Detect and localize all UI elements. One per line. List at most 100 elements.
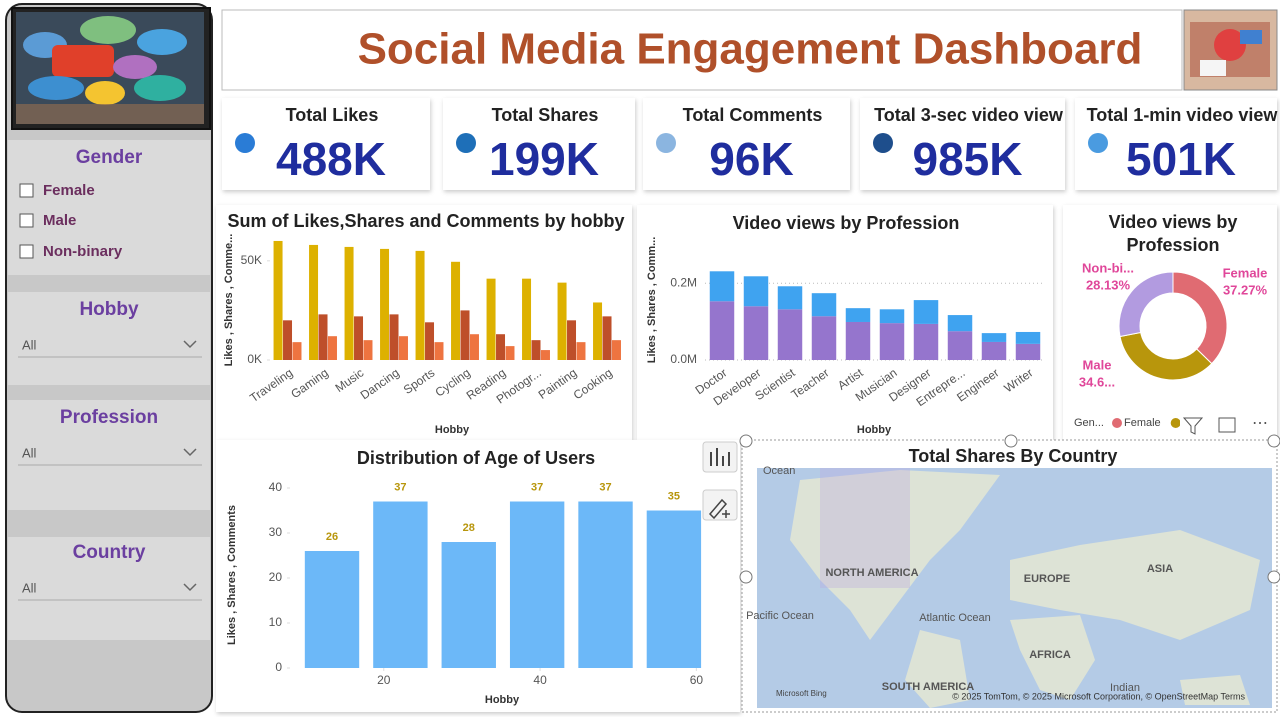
y-tick-label: 0K <box>247 352 262 366</box>
bar <box>593 302 603 360</box>
bar-segment <box>743 276 769 307</box>
header-box <box>221 9 1183 91</box>
header-image <box>1183 9 1278 91</box>
checkbox[interactable] <box>19 183 34 198</box>
slice-value: 37.27% <box>1223 282 1268 297</box>
data-label: 35 <box>668 490 680 502</box>
slicer-panel <box>8 292 210 385</box>
bar <box>434 342 444 360</box>
kpi-label: Total 3-sec video view <box>874 105 1064 125</box>
toolbar-button[interactable] <box>702 441 738 473</box>
dropdown-value[interactable]: All <box>22 337 37 352</box>
kpi-icon <box>456 133 476 153</box>
chart-title: Sum of Likes,Shares and Comments by hobb… <box>227 211 624 231</box>
toolbar-button[interactable] <box>702 489 738 521</box>
checkbox[interactable] <box>19 244 34 259</box>
data-label: 37 <box>531 481 543 493</box>
more-icon[interactable]: ⋯ <box>1252 415 1268 432</box>
kpi-card <box>860 98 1065 190</box>
bar-segment <box>811 316 837 360</box>
bar <box>425 322 435 360</box>
bar-segment <box>811 293 837 317</box>
bar-segment <box>947 315 973 332</box>
data-label: 37 <box>394 481 406 493</box>
bar <box>318 314 328 360</box>
bar-segment <box>845 321 871 360</box>
bar <box>460 310 470 360</box>
bar <box>389 314 399 360</box>
donut-slice <box>1118 271 1174 338</box>
focus-icon[interactable] <box>1218 417 1236 433</box>
bar-segment <box>879 309 905 324</box>
y-tick-label: 0.2M <box>670 275 697 289</box>
bar <box>327 336 337 360</box>
slicer-option[interactable]: Non-binary <box>43 243 123 260</box>
map-label: Atlantic Ocean <box>919 612 991 624</box>
data-label: 26 <box>326 531 338 543</box>
map <box>757 468 1272 708</box>
slice-value: 34.6... <box>1079 374 1115 389</box>
kpi-label: Total Shares <box>492 105 599 125</box>
chevron[interactable] <box>183 583 197 592</box>
resize-handle[interactable] <box>1004 434 1018 448</box>
bar <box>505 346 515 360</box>
checkbox[interactable] <box>19 213 34 228</box>
y-tick-label: 50K <box>241 253 262 267</box>
chart-title: Video views by Profession <box>733 213 960 233</box>
y-axis-label: Likes , Shares , Comments <box>226 505 238 645</box>
bar-segment <box>845 308 871 322</box>
x-tick-label: 60 <box>690 673 704 687</box>
slicer-title: Gender <box>76 147 143 168</box>
resize-handle[interactable] <box>1267 434 1280 448</box>
bar <box>354 316 364 360</box>
resize-handle[interactable] <box>1267 570 1280 584</box>
y-axis-label: Likes , Shares , Comm... <box>646 237 658 364</box>
bar <box>522 278 532 360</box>
kpi-value: 96K <box>709 133 793 185</box>
slicer-title: Profession <box>60 407 158 428</box>
slicer-title: Country <box>73 542 146 563</box>
bar <box>486 278 496 360</box>
resize-handle[interactable] <box>739 434 753 448</box>
logo <box>11 7 211 130</box>
kpi-label: Total Likes <box>286 105 379 125</box>
map-title: Total Shares By Country <box>909 446 1118 466</box>
bar <box>557 282 567 360</box>
bar <box>283 320 293 360</box>
map-label: NORTH AMERICA <box>825 567 918 579</box>
bar <box>309 244 319 360</box>
map-label: Indian <box>1110 682 1140 694</box>
bar-segment <box>981 341 1007 360</box>
bar <box>292 342 302 360</box>
visual-header-icons: ⋯ <box>1182 415 1268 435</box>
kpi-value: 199K <box>489 133 599 185</box>
slicer-title: Hobby <box>79 299 139 320</box>
icon <box>708 498 730 520</box>
chevron[interactable] <box>183 340 197 349</box>
bar <box>646 510 702 668</box>
kpi-card <box>643 98 850 190</box>
slice-label: Non-bi... <box>1082 260 1134 275</box>
chart-title: Video views by Profession <box>1108 212 1238 255</box>
slicer-option[interactable]: Female <box>43 182 95 199</box>
kpi-icon <box>1088 133 1108 153</box>
dropdown-value[interactable]: All <box>22 445 37 460</box>
bar <box>602 316 612 360</box>
y-tick-label: 0.0M <box>670 352 697 366</box>
bar <box>451 261 461 360</box>
filter-icon[interactable] <box>1182 417 1204 435</box>
icon <box>710 448 730 466</box>
slicer-option[interactable]: Male <box>43 212 76 229</box>
y-tick-label: 40 <box>269 480 283 494</box>
dropdown-value[interactable]: All <box>22 580 37 595</box>
x-axis-label: Hobby <box>435 424 470 436</box>
chevron[interactable] <box>183 448 197 457</box>
bar <box>380 248 390 360</box>
slicer-panel <box>8 537 210 640</box>
slice-label: Female <box>1223 265 1268 280</box>
kpi-icon <box>873 133 893 153</box>
resize-handle[interactable] <box>739 570 753 584</box>
kpi-card <box>222 98 430 190</box>
kpi-value: 488K <box>276 133 386 185</box>
